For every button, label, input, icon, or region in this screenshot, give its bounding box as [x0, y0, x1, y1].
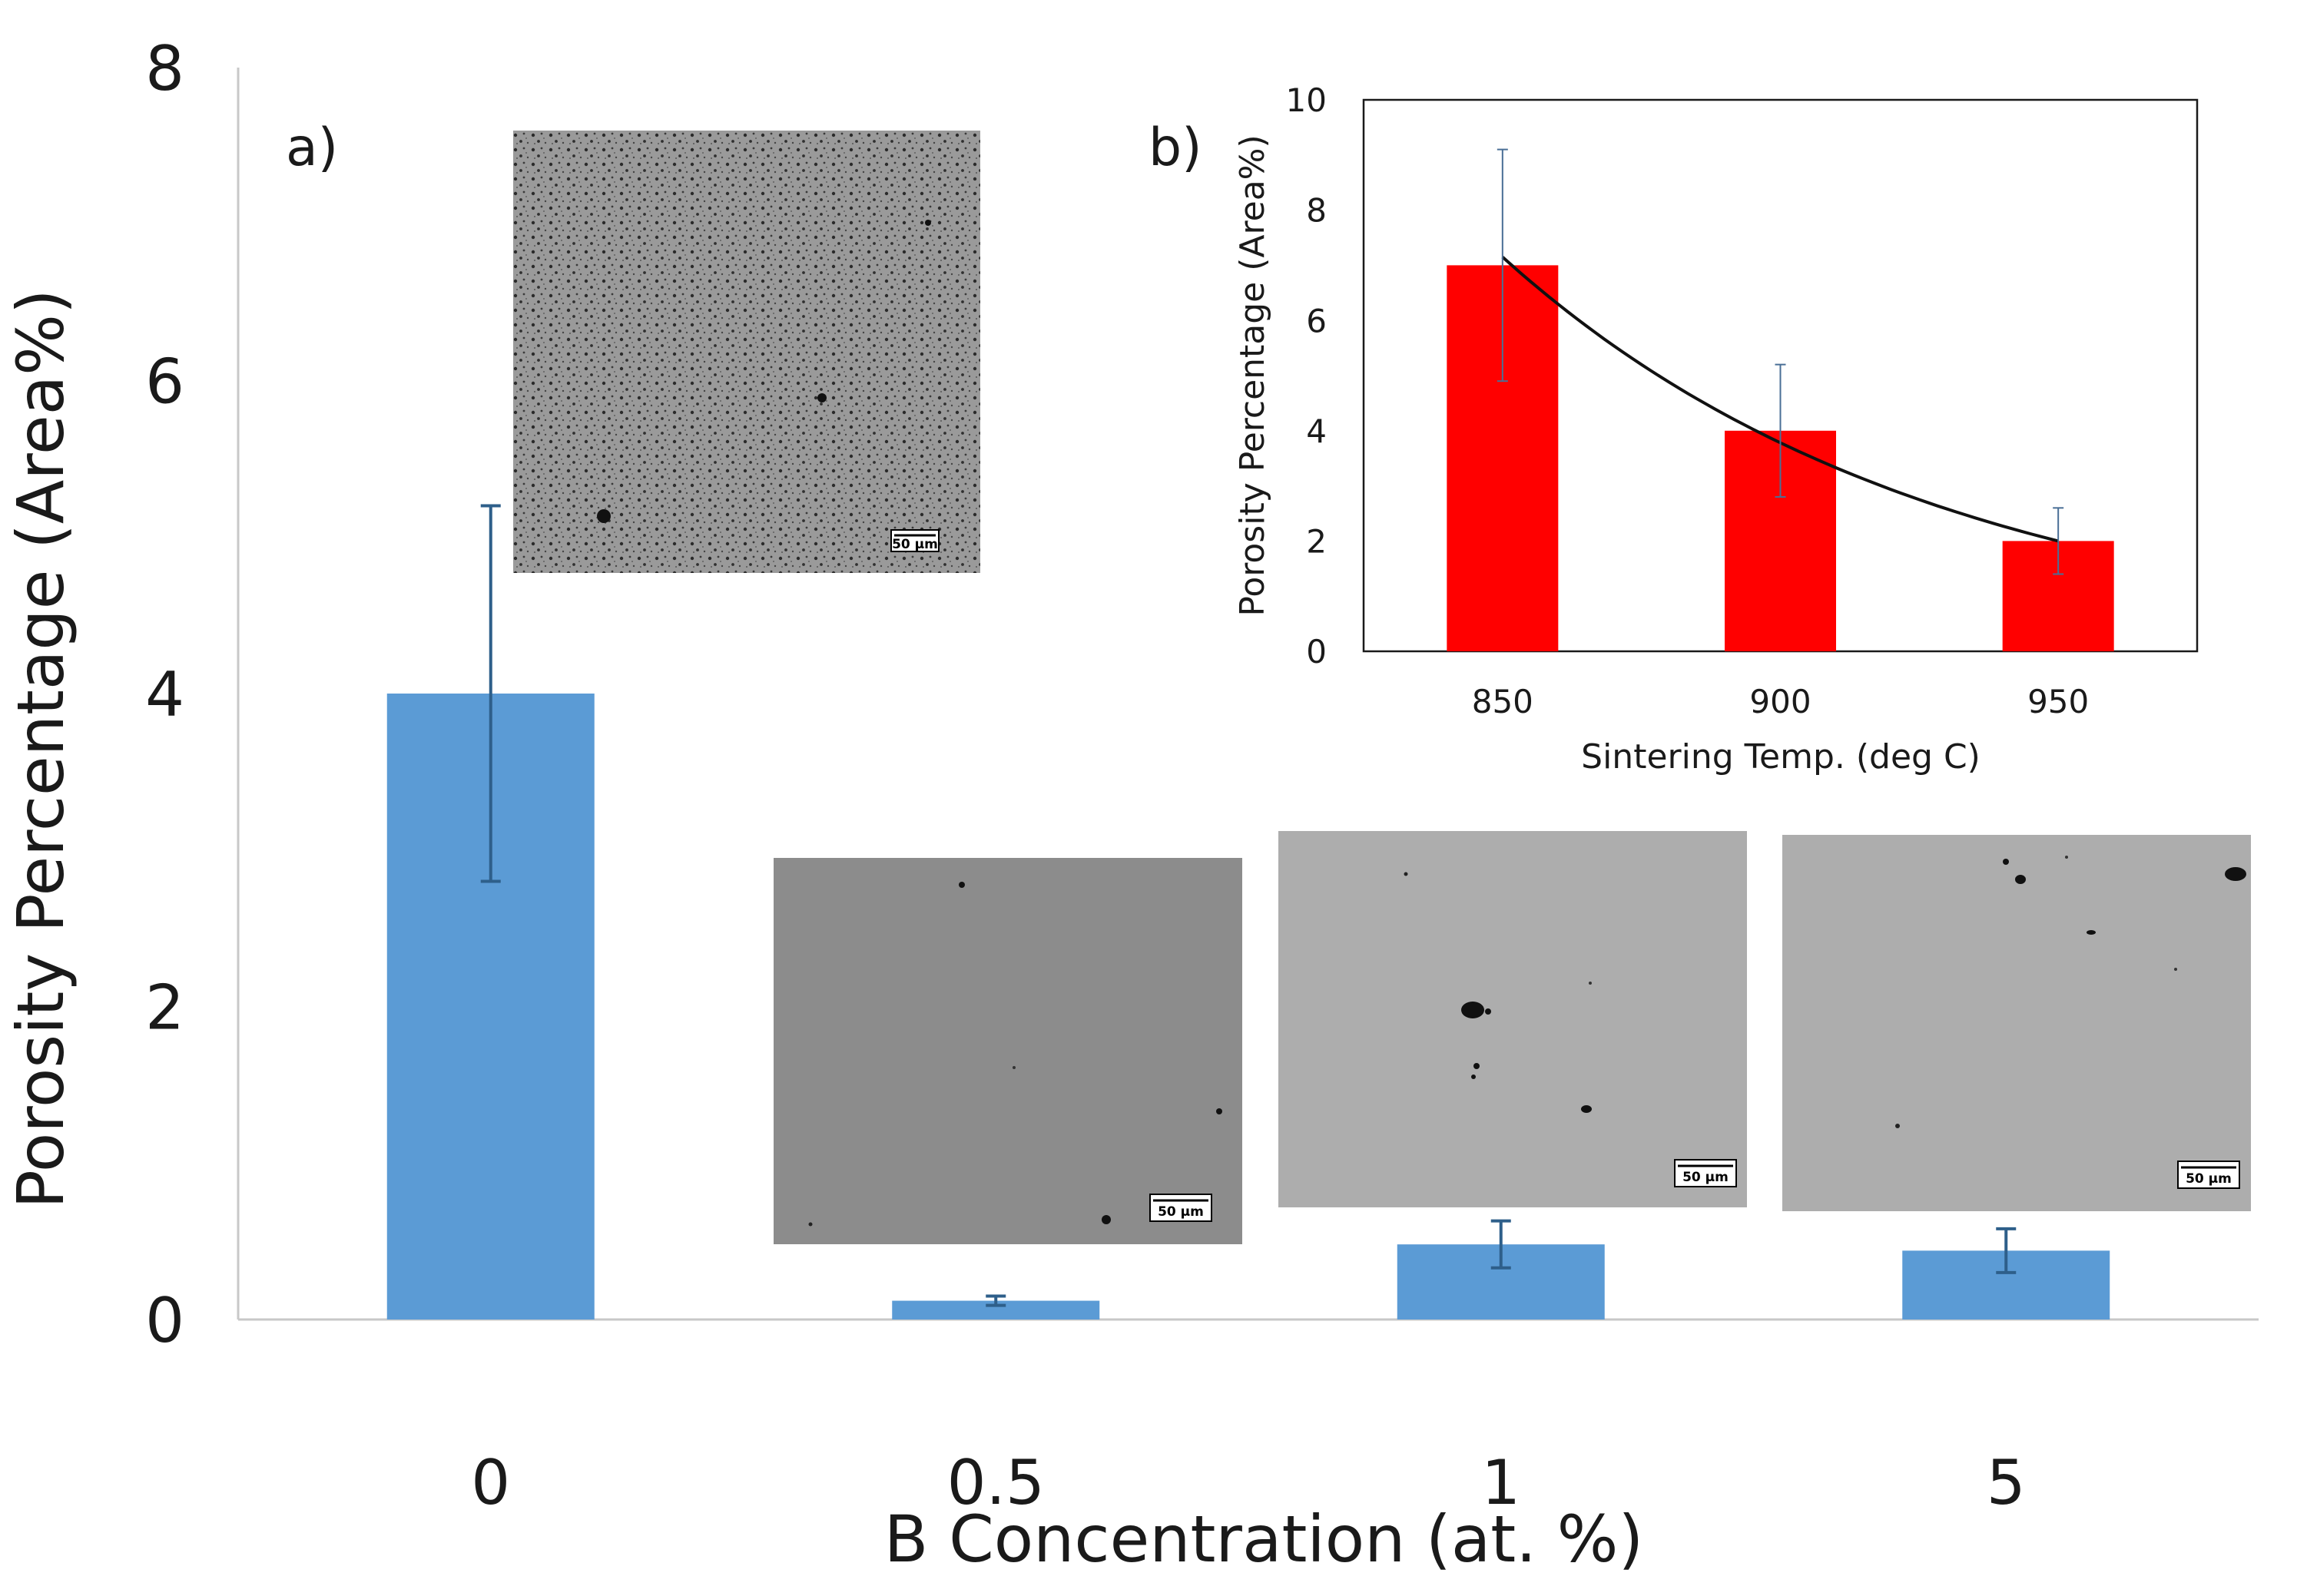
scale-bar-0.5: 50 µm — [1158, 1204, 1204, 1220]
main-y-tick-2: 2 — [145, 972, 184, 1043]
panel-label-a: a) — [286, 118, 338, 178]
scale-bar-0: 50 µm — [892, 537, 938, 552]
inset-x-tick-950: 950 — [2027, 683, 2089, 720]
scale-bar-5: 50 µm — [2186, 1171, 2232, 1187]
main-error-bar-0.5 — [986, 1294, 1006, 1307]
inset-x-tick-850: 850 — [1472, 683, 1533, 720]
micrograph-1: 50 µm — [1278, 831, 1747, 1207]
main-y-axis-title: Porosity Percentage (Area%) — [3, 289, 78, 1209]
inset-y-axis-title: Porosity Percentage (Area%) — [1233, 134, 1272, 616]
inset-y-tick-8: 8 — [1306, 192, 1327, 230]
main-error-bar-0 — [480, 504, 501, 883]
main-y-tick-4: 4 — [145, 659, 184, 730]
panel-label-b: b) — [1149, 118, 1202, 178]
inset-y-tick-2: 2 — [1306, 523, 1327, 561]
main-y-tick-6: 6 — [145, 346, 184, 417]
scale-bar-1: 50 µm — [1682, 1170, 1729, 1185]
main-x-tick-1: 1 — [1481, 1447, 1520, 1518]
inset-y-tick-10: 10 — [1286, 81, 1327, 119]
inset-y-tick-0: 0 — [1306, 633, 1327, 671]
main-chart: 0 2 4 6 8 0 0.5 1 5 Porosity Percentage (Area%)… — [3, 33, 2259, 1577]
main-x-tick-5: 5 — [1987, 1447, 2026, 1518]
main-y-tick-8: 8 — [145, 33, 184, 104]
main-y-tick-0: 0 — [145, 1285, 184, 1356]
main-x-tick-0.5: 0.5 — [947, 1447, 1045, 1518]
main-x-tick-0: 0 — [471, 1447, 510, 1518]
inset-error-bar-900 — [1775, 363, 1786, 498]
main-error-bar-5 — [1996, 1227, 2017, 1274]
inset-x-tick-900: 900 — [1749, 683, 1811, 720]
main-error-bar-1 — [1490, 1219, 1511, 1270]
inset-x-axis-title: Sintering Temp. (deg C) — [1581, 737, 1981, 776]
micrograph-5: 50 µm — [1782, 835, 2251, 1211]
micrograph-0: 50 µm — [513, 131, 980, 573]
inset-y-tick-6: 6 — [1306, 302, 1327, 339]
inset-y-tick-4: 4 — [1306, 412, 1327, 450]
micrograph-0.5: 50 µm — [774, 858, 1242, 1244]
inset-error-bar-850 — [1497, 148, 1508, 382]
inset-chart: 0 2 4 6 8 10 850 900 950 Porosity Percentage (A… — [1149, 81, 2199, 776]
inset-error-bar-950 — [2053, 507, 2064, 575]
main-x-axis-title: B Concentration (at. %) — [884, 1502, 1643, 1577]
